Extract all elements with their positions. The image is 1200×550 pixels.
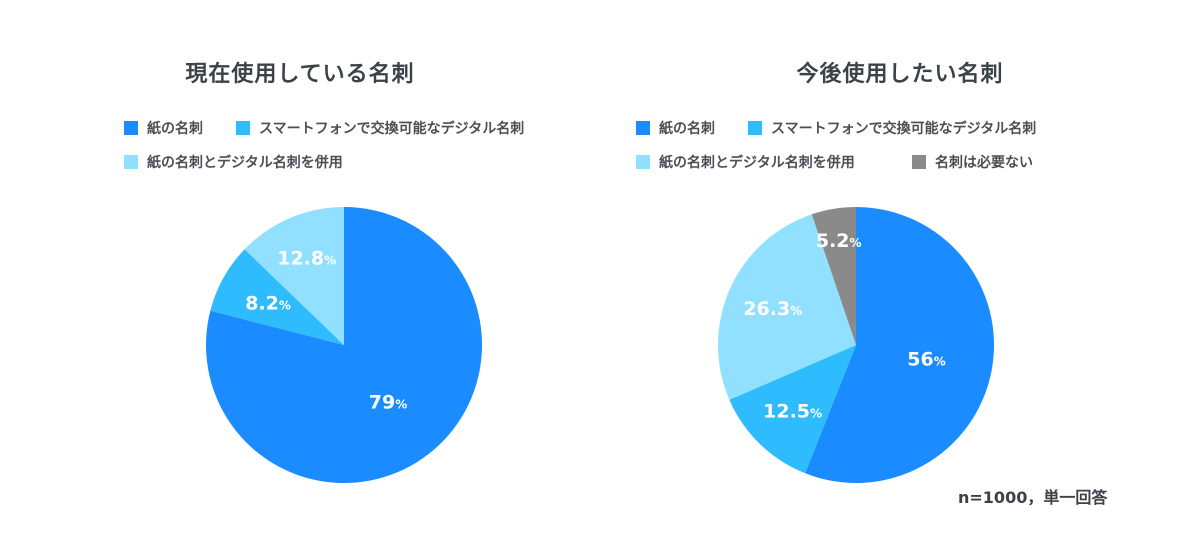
slice-value: 26.3 <box>743 298 790 320</box>
slice-label-none: 5.2% <box>816 230 862 252</box>
slice-value: 5.2 <box>816 230 850 252</box>
legend-swatch <box>636 121 650 135</box>
percent-sign: % <box>934 354 946 368</box>
pie-chart: 79%8.2%12.8% <box>206 207 483 483</box>
legend-label: 紙の名刺 <box>659 121 715 137</box>
pie-slice-none <box>811 207 856 345</box>
legend-label: 紙の名刺 <box>147 121 203 137</box>
percent-sign: % <box>810 406 822 420</box>
pie-slice-digital <box>729 345 856 474</box>
legend-label: 紙の名刺とデジタル名刺を併用 <box>147 155 343 171</box>
sample-note: n=1000，単一回答 <box>958 488 1108 507</box>
slice-label-both: 12.8% <box>277 247 336 269</box>
legend-swatch <box>124 121 138 135</box>
legend-item-digital: スマートフォンで交換可能なデジタル名刺 <box>748 118 1036 138</box>
legend-item-paper: 紙の名刺 <box>636 118 715 138</box>
legend-label: 紙の名刺とデジタル名刺を併用 <box>659 155 855 171</box>
slice-value: 12.8 <box>277 247 324 269</box>
pie-slice-both <box>717 214 856 400</box>
slice-label-paper: 79% <box>369 392 407 414</box>
slice-label-digital: 12.5% <box>763 400 822 422</box>
legend-label: スマートフォンで交換可能なデジタル名刺 <box>259 121 525 137</box>
slice-label-paper: 56% <box>907 348 945 370</box>
percent-sign: % <box>790 304 802 318</box>
slice-value: 8.2 <box>245 293 279 315</box>
chart-title: 現在使用している名刺 <box>185 62 415 87</box>
pie-chart: 56%12.5%26.3%5.2% <box>717 207 994 483</box>
legend-swatch <box>912 155 926 169</box>
pie-slice-both <box>244 207 344 345</box>
pie-slice-paper <box>805 207 994 483</box>
legend-label: スマートフォンで交換可能なデジタル名刺 <box>771 121 1037 137</box>
slice-label-both: 26.3% <box>743 298 802 320</box>
percent-sign: % <box>324 253 336 267</box>
legend-item-none: 名刺は必要ない <box>912 152 1033 172</box>
legend-item-both: 紙の名刺とデジタル名刺を併用 <box>636 152 855 172</box>
legend-swatch <box>236 121 250 135</box>
slice-value: 12.5 <box>763 400 810 422</box>
slice-label-digital: 8.2% <box>245 293 291 315</box>
chart-title: 今後使用したい名刺 <box>796 62 1004 87</box>
legend-item-digital: スマートフォンで交換可能なデジタル名刺 <box>236 118 524 138</box>
legend-swatch <box>636 155 650 169</box>
chart-future: 今後使用したい名刺 紙の名刺 スマートフォンで交換可能なデジタル名刺 紙の名刺と… <box>600 0 1200 550</box>
percent-sign: % <box>279 299 291 313</box>
slice-value: 79 <box>369 392 395 414</box>
pie-slice-paper <box>206 207 483 483</box>
percent-sign: % <box>395 398 407 412</box>
legend-swatch <box>748 121 762 135</box>
slice-value: 56 <box>907 348 933 370</box>
chart-current: 現在使用している名刺 紙の名刺 スマートフォンで交換可能なデジタル名刺 紙の名刺… <box>124 62 524 483</box>
legend-item-paper: 紙の名刺 <box>124 118 203 138</box>
legend-item-both: 紙の名刺とデジタル名刺を併用 <box>124 152 343 172</box>
percent-sign: % <box>850 236 862 250</box>
legend-swatch <box>124 155 138 169</box>
pie-slice-digital <box>210 249 344 345</box>
legend-label: 名刺は必要ない <box>935 155 1033 171</box>
